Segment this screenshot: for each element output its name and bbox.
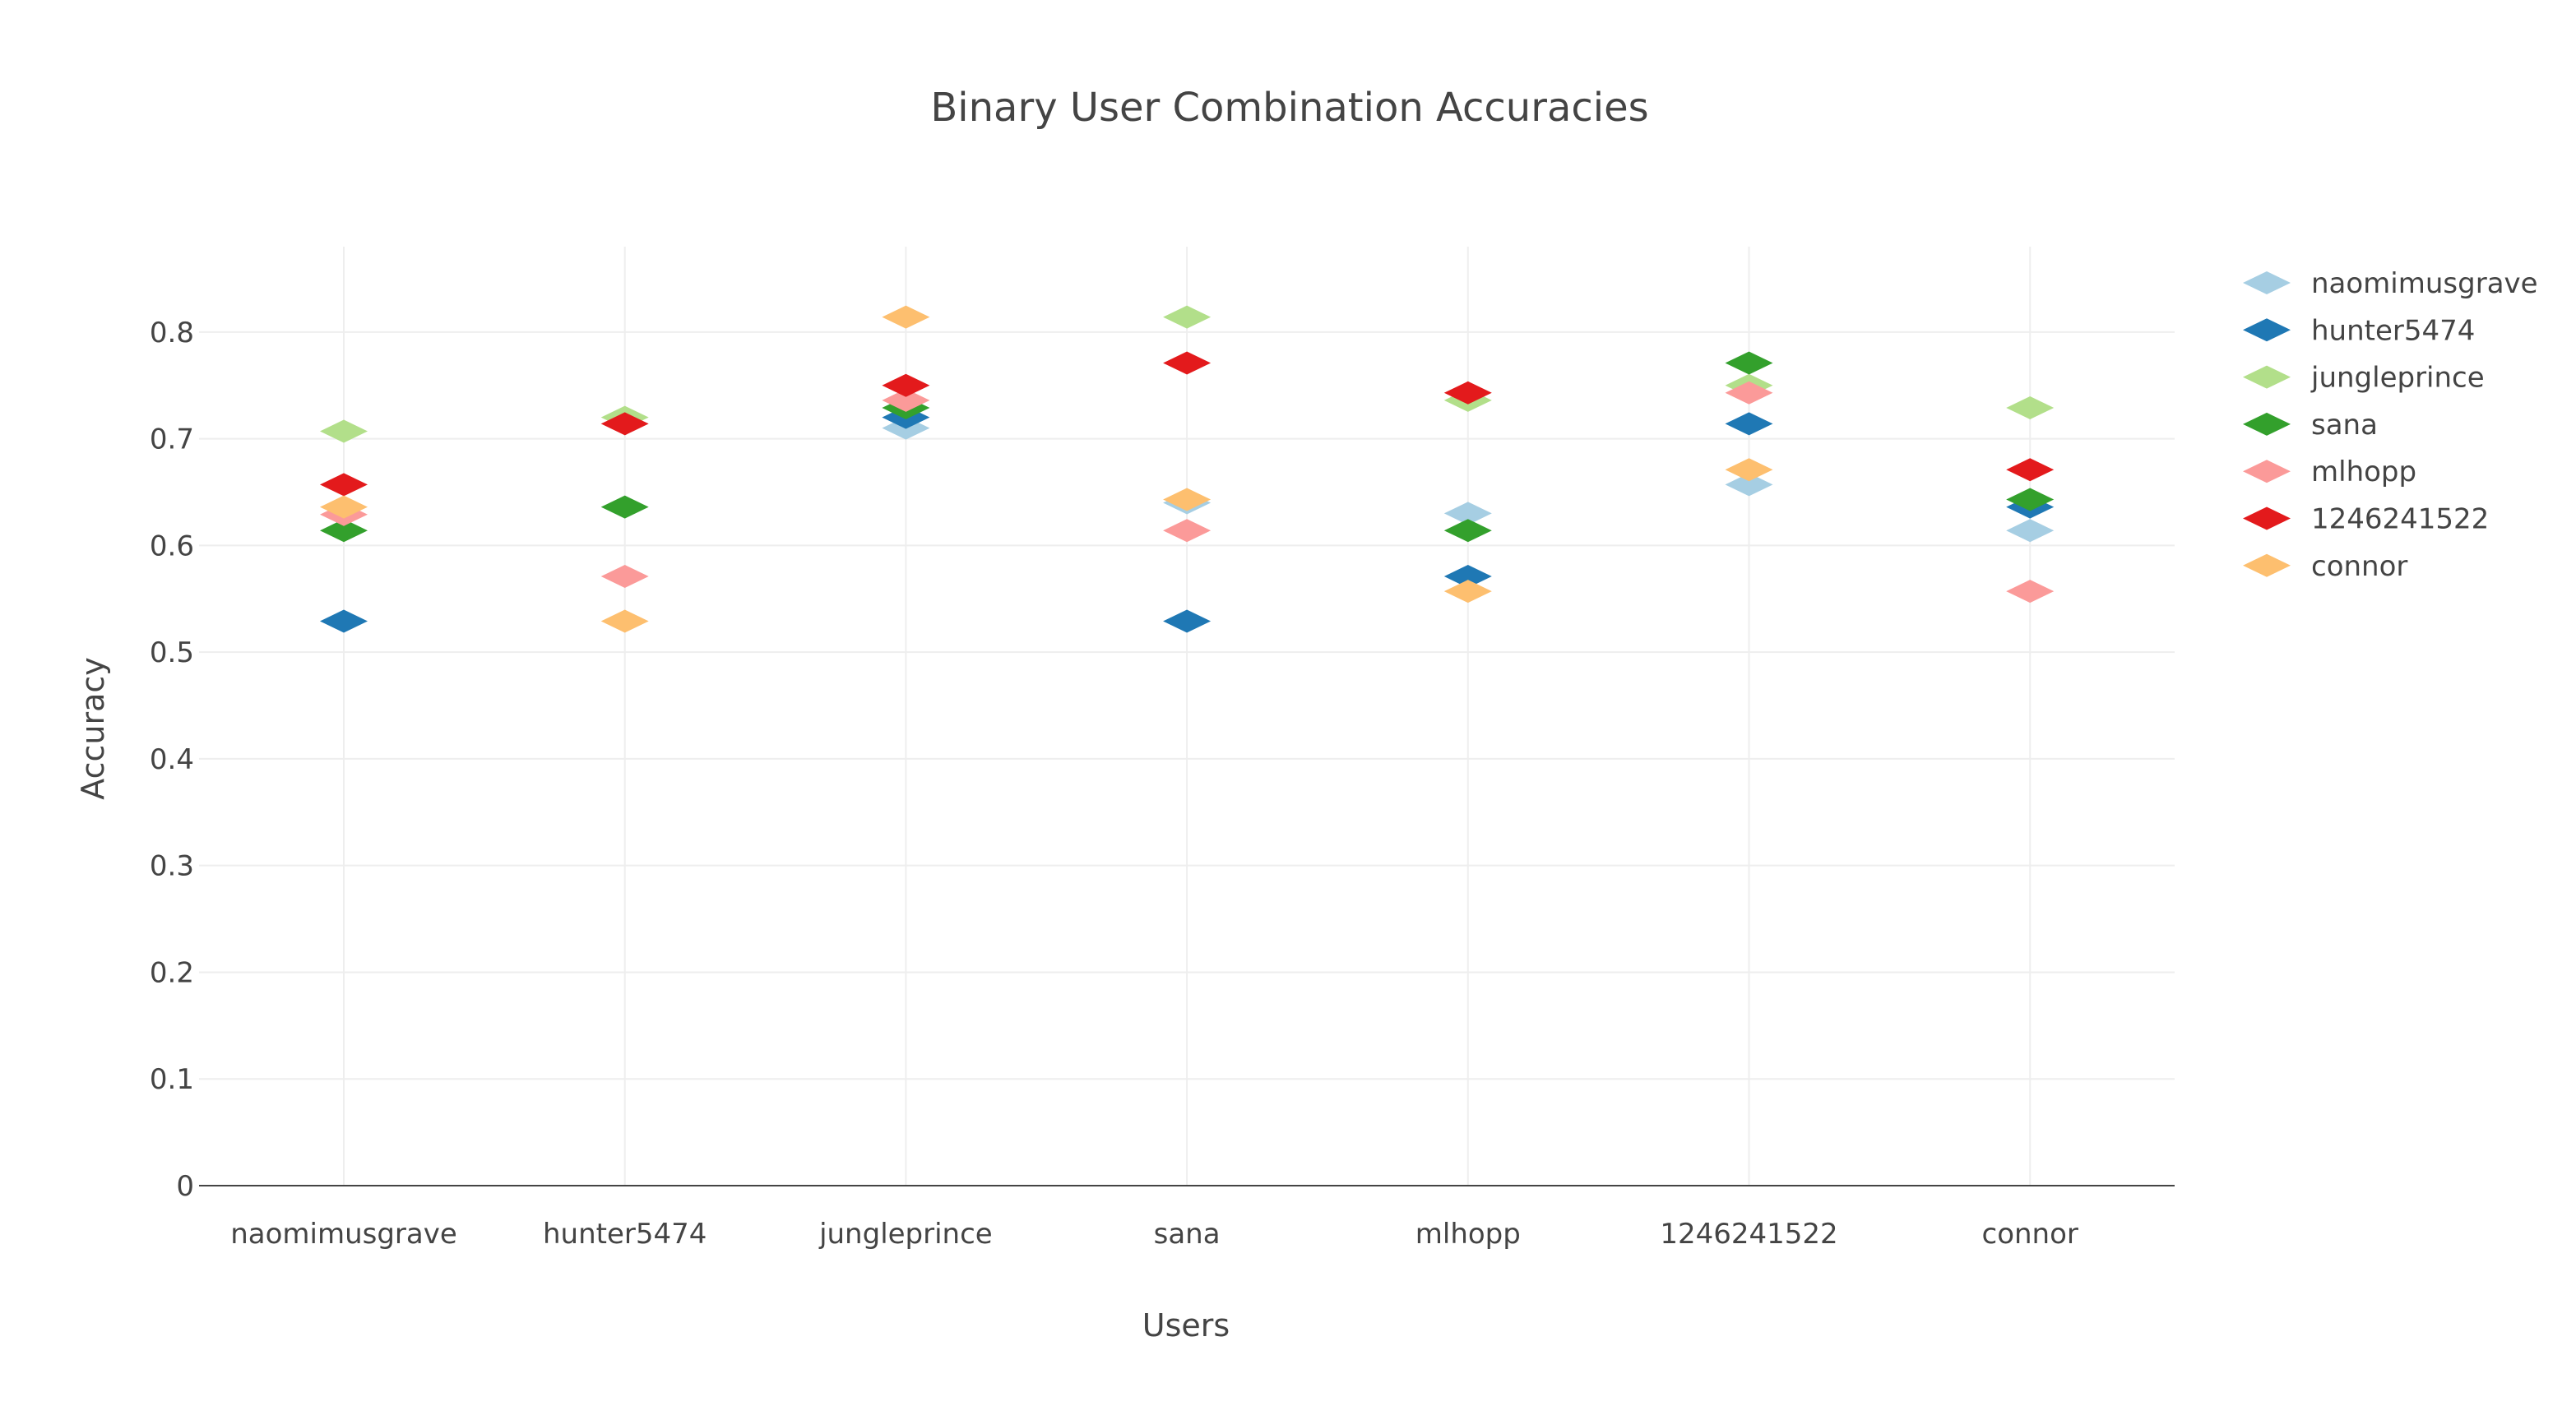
chart-title: Binary User Combination Accuracies (930, 85, 1648, 131)
data-point (600, 564, 649, 588)
data-point (1725, 351, 1773, 375)
y-tick-label: 0.3 (150, 850, 194, 883)
legend-marker (2243, 460, 2291, 483)
data-point (1725, 458, 1773, 482)
legend-marker (2243, 553, 2291, 577)
data-point (1725, 412, 1773, 436)
x-tick-label: hunter5474 (543, 1218, 707, 1251)
legend-label: connor (2311, 550, 2407, 583)
data-point (1443, 564, 1492, 588)
x-axis: naomimusgrave hunter5474 jungleprince sana m… (230, 1218, 2078, 1251)
x-tick-label: connor (1982, 1218, 2078, 1251)
legend-marker (2243, 318, 2291, 342)
y-tick-label: 0 (176, 1170, 194, 1203)
legend-marker (2243, 365, 2291, 389)
legend-label: jungleprince (2310, 362, 2485, 395)
y-tick-label: 0.4 (150, 743, 194, 776)
data-point (1163, 351, 1212, 375)
data-point (2006, 458, 2055, 482)
data-point (600, 412, 649, 436)
data-point (1443, 580, 1492, 604)
data-points (320, 305, 2055, 633)
data-point (1443, 381, 1492, 405)
legend-label: mlhopp (2311, 456, 2416, 488)
data-point (1163, 609, 1212, 633)
legend-marker (2243, 412, 2291, 436)
x-tick-label: 1246241522 (1660, 1218, 1837, 1251)
legend-marker (2243, 271, 2291, 294)
y-tick-label: 0.5 (150, 636, 194, 669)
legend: naomimusgrave hunter5474 jungleprince sana m… (2243, 267, 2538, 583)
y-axis-title: Accuracy (75, 657, 111, 800)
y-tick-label: 0.2 (150, 956, 194, 989)
y-axis: 0 0.1 0.2 0.3 0.4 0.5 0.6 0.7 0.8 (150, 317, 194, 1203)
x-axis-title: Users (1142, 1307, 1230, 1344)
data-point (320, 419, 368, 443)
x-tick-label: mlhopp (1415, 1218, 1521, 1251)
data-point (2006, 580, 2055, 604)
data-point (1443, 502, 1492, 525)
y-tick-label: 0.6 (150, 530, 194, 562)
x-tick-label: naomimusgrave (230, 1218, 457, 1251)
data-point (882, 388, 930, 412)
x-tick-label: sana (1154, 1218, 1221, 1251)
data-point (2006, 519, 2055, 543)
data-point (2006, 488, 2055, 511)
data-point (882, 305, 930, 329)
y-tick-label: 0.7 (150, 423, 194, 456)
data-point (1443, 519, 1492, 543)
data-point (882, 373, 930, 397)
data-point (2006, 395, 2055, 419)
legend-marker (2243, 506, 2291, 530)
legend-label: sana (2311, 409, 2378, 442)
data-point (600, 609, 649, 633)
y-tick-label: 0.8 (150, 317, 194, 349)
data-point (1725, 381, 1773, 405)
legend-label: hunter5474 (2311, 314, 2475, 347)
data-point (1725, 473, 1773, 497)
legend-label: naomimusgrave (2311, 267, 2538, 300)
gridlines (199, 247, 2175, 1186)
y-tick-label: 0.1 (150, 1063, 194, 1096)
data-point (320, 473, 368, 497)
legend-label: 1246241522 (2311, 503, 2489, 536)
data-point (1163, 519, 1212, 543)
data-point (1163, 488, 1212, 511)
data-point (320, 495, 368, 519)
data-point (600, 495, 649, 519)
data-point (1163, 305, 1212, 329)
data-point (320, 519, 368, 543)
x-tick-label: jungleprince (818, 1218, 993, 1251)
data-point (320, 609, 368, 633)
